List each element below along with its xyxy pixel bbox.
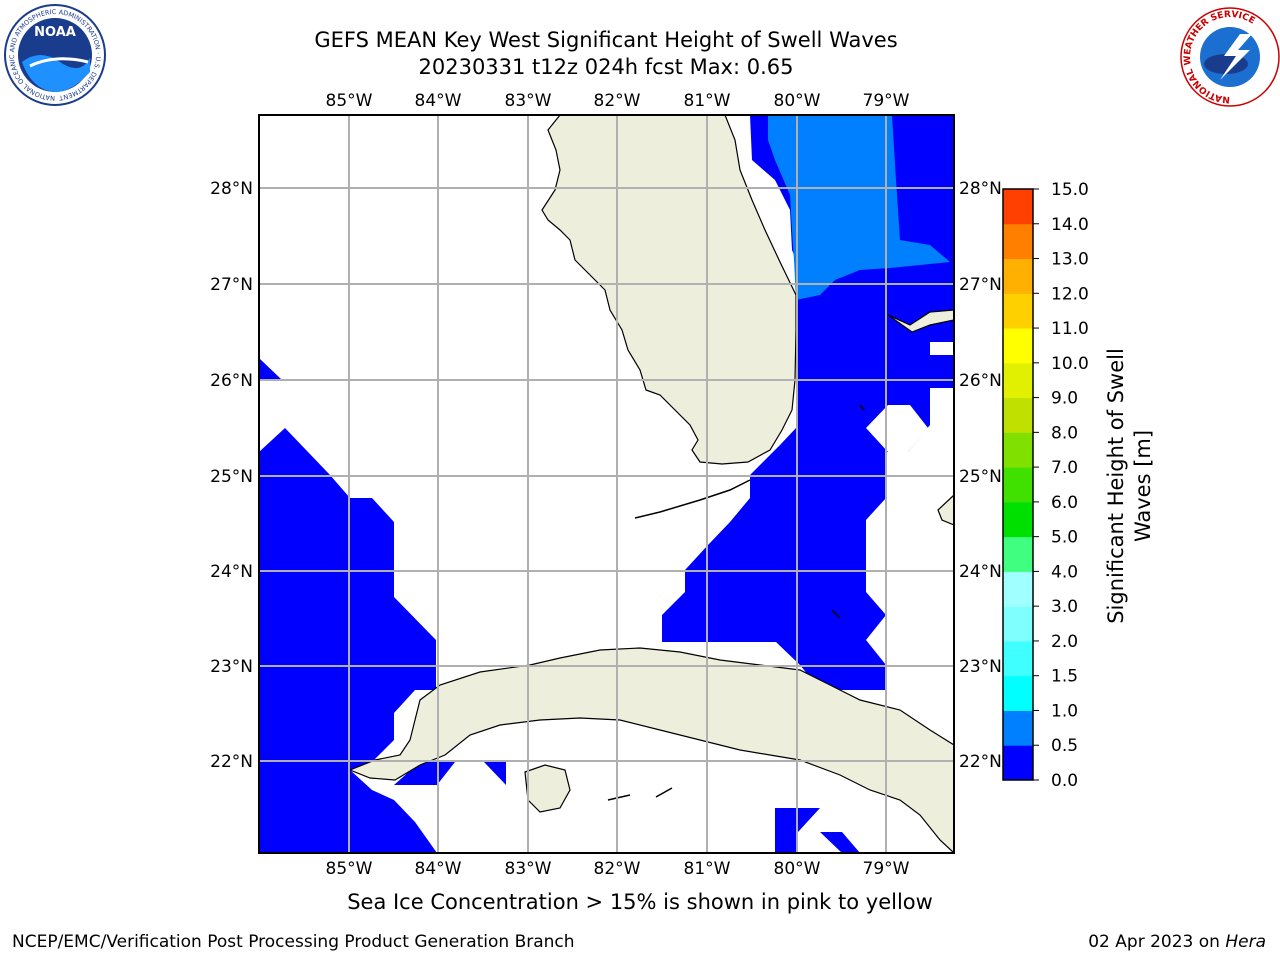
lat-label: 28°N [210,179,253,199]
colorbar-tick-label: 15.0 [1051,180,1089,200]
lat-label: 22°N [959,752,1002,772]
colorbar-segment [1003,571,1033,607]
colorbar-tick-label: 8.0 [1051,423,1078,443]
colorbar-label-line1: Significant Height of Swell [1104,348,1128,624]
footer-credit: NCEP/EMC/Verification Post Processing Pr… [12,932,575,952]
colorbar-tick-label: 5.0 [1051,528,1078,548]
lat-label: 25°N [210,467,253,487]
colorbar-tick-label: 0.0 [1051,771,1078,791]
colorbar-segment [1003,640,1033,677]
noaa-logo-text: NOAA [34,25,76,40]
lon-label: 84°W [415,91,462,111]
colorbar-tick-label: 9.0 [1051,389,1078,409]
lon-label: 81°W [684,91,731,111]
isle-of-youth [524,764,571,813]
colorbar-segment [1003,328,1033,364]
lon-label: 85°W [326,859,373,879]
lon-label: 80°W [774,91,821,111]
lon-label: 83°W [505,859,552,879]
colorbar-segment [1003,189,1033,225]
colorbar-segment [1003,536,1033,572]
lat-label: 27°N [210,275,253,295]
colorbar-tick-label: 12.0 [1051,284,1089,304]
florida-land [541,115,797,465]
lon-label: 83°W [505,91,552,111]
colorbar-segment [1003,362,1033,399]
colorbar-segment [1003,467,1033,503]
colorbar-tick-label: 0.5 [1051,736,1078,756]
lon-labels-top: 85°W 84°W 83°W 82°W 81°W 80°W 79°W [326,91,910,111]
colorbar-segment [1003,675,1033,711]
lat-label: 27°N [959,275,1002,295]
graticule [259,115,954,853]
lat-label: 23°N [210,657,253,677]
map-title: GEFS MEAN Key West Significant Height of… [314,28,898,52]
colorbar-tick-label: 6.0 [1051,493,1078,513]
swell-gaps [798,342,954,853]
lat-label: 26°N [959,371,1002,391]
footer-date: 02 Apr 2023 on Hera [1088,932,1266,952]
colorbar-segment [1003,258,1033,294]
noaa-logo: NATIONAL OCEANIC AND ATMOSPHERIC ADMINIS… [0,0,106,106]
map-subtitle: 20230331 t12z 024h fcst Max: 0.65 [418,55,794,79]
colorbar-segment [1003,606,1033,642]
lat-labels-right: 28°N 27°N 26°N 25°N 24°N 23°N 22°N [959,179,1002,772]
colorbar-segment [1003,397,1033,433]
colorbar-tick-label: 7.0 [1051,458,1078,478]
lon-label: 79°W [863,859,910,879]
colorbar-segment [1003,432,1033,468]
colorbar-segment [1003,293,1033,329]
colorbar-tick-label: 2.0 [1051,632,1078,652]
lat-label: 28°N [959,179,1002,199]
colorbar-frame [1002,188,1034,781]
lat-label: 22°N [210,752,253,772]
lon-label: 81°W [684,859,731,879]
colorbar-segment [1003,223,1033,260]
colorbar-tick-label: 1.5 [1051,667,1078,687]
colorbar-tick-label: 3.0 [1051,597,1078,617]
lat-label: 26°N [210,371,253,391]
footer-date-text: 02 Apr 2023 on [1088,932,1226,952]
colorbar-tick-label: 1.0 [1051,701,1078,721]
colorbar-segment [1003,501,1033,538]
lon-label: 85°W [326,91,373,111]
lat-label: 25°N [959,467,1002,487]
colorbar-label-line2: Waves [m] [1131,430,1155,542]
lon-label: 79°W [863,91,910,111]
swell-field-light [768,115,950,300]
map-area [259,115,954,853]
lon-label: 82°W [594,91,641,111]
lon-labels-bottom: 85°W 84°W 83°W 82°W 81°W 80°W 79°W [326,859,910,879]
lat-label: 23°N [959,657,1002,677]
colorbar-tick-label: 13.0 [1051,250,1089,270]
colorbar-segment [1003,710,1033,746]
lat-labels-left: 28°N 27°N 26°N 25°N 24°N 23°N 22°N [210,179,253,772]
lon-label: 80°W [774,859,821,879]
nws-logo: NATIONAL WEATHER SERVICE [1180,7,1280,107]
colorbar-tick-label: 4.0 [1051,562,1078,582]
lat-label: 24°N [210,562,253,582]
lat-label: 24°N [959,562,1002,582]
lon-label: 82°W [594,859,641,879]
colorbar-tick-label: 14.0 [1051,215,1089,235]
colorbar-segment [1003,745,1033,781]
colorbar: 0.0 0.5 1.0 1.5 2.0 3.0 4.0 5.0 6.0 7.0 8.0 9.0 10.0… [1002,180,1089,791]
sea-ice-note: Sea Ice Concentration > 15% is shown in … [347,890,933,914]
lon-label: 84°W [415,859,462,879]
cuba-land [348,647,954,853]
footer-host: Hera [1225,932,1266,952]
map-frame [258,114,955,854]
colorbar-tick-label: 11.0 [1051,319,1089,339]
colorbar-tick-label: 10.0 [1051,354,1089,374]
